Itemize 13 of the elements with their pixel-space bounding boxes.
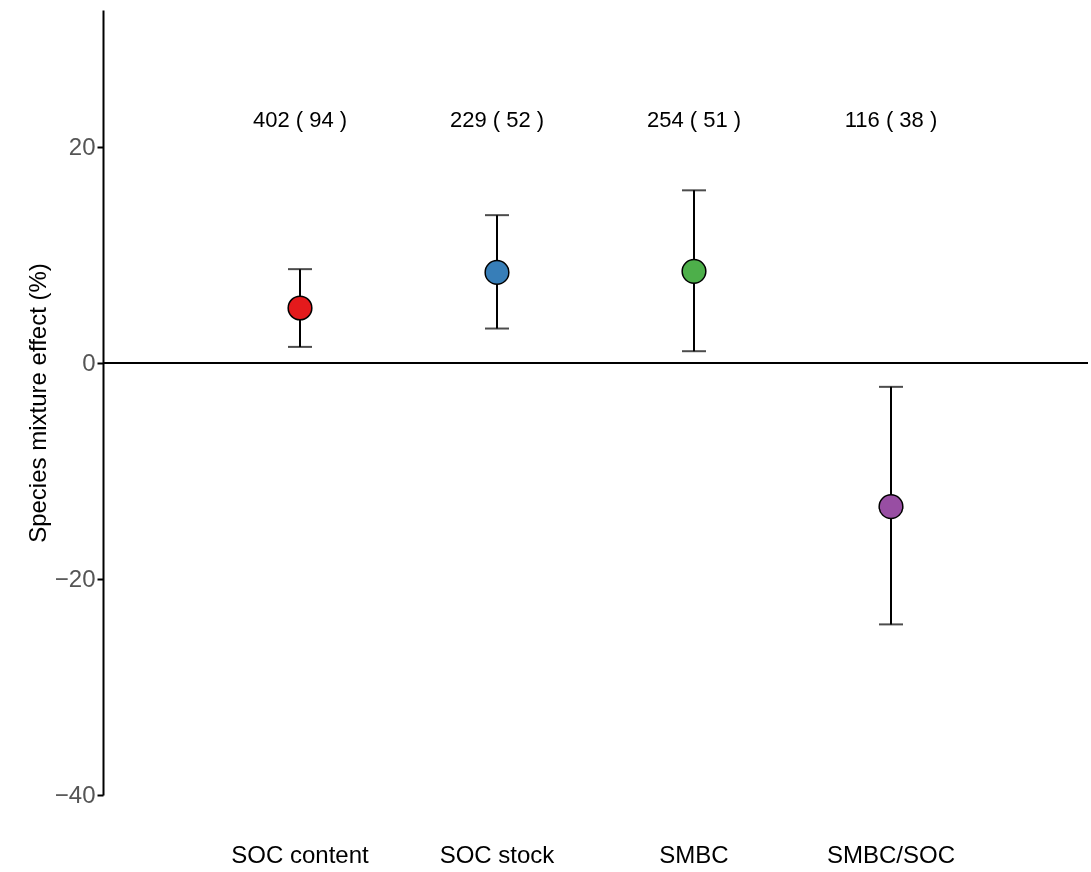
annotation: 116 ( 38 ) — [844, 107, 938, 132]
y-tick-label: −40 — [54, 780, 96, 808]
annotation: 402 ( 94 ) — [252, 107, 348, 132]
y-tick-label: 20 — [68, 132, 96, 160]
annotation: 254 ( 51 ) — [646, 107, 742, 132]
x-tick-label: SOC stock — [439, 840, 556, 868]
y-tick-label: 0 — [82, 348, 96, 376]
y-tick-label: −20 — [54, 564, 96, 592]
x-tick-label: SMBC/SOC — [826, 840, 956, 868]
y-axis-title: Species mixture effect (%) — [23, 263, 51, 543]
annotation: 229 ( 52 ) — [449, 107, 545, 132]
x-tick-label: SMBC — [659, 840, 729, 868]
x-tick-label: SOC content — [231, 840, 370, 868]
